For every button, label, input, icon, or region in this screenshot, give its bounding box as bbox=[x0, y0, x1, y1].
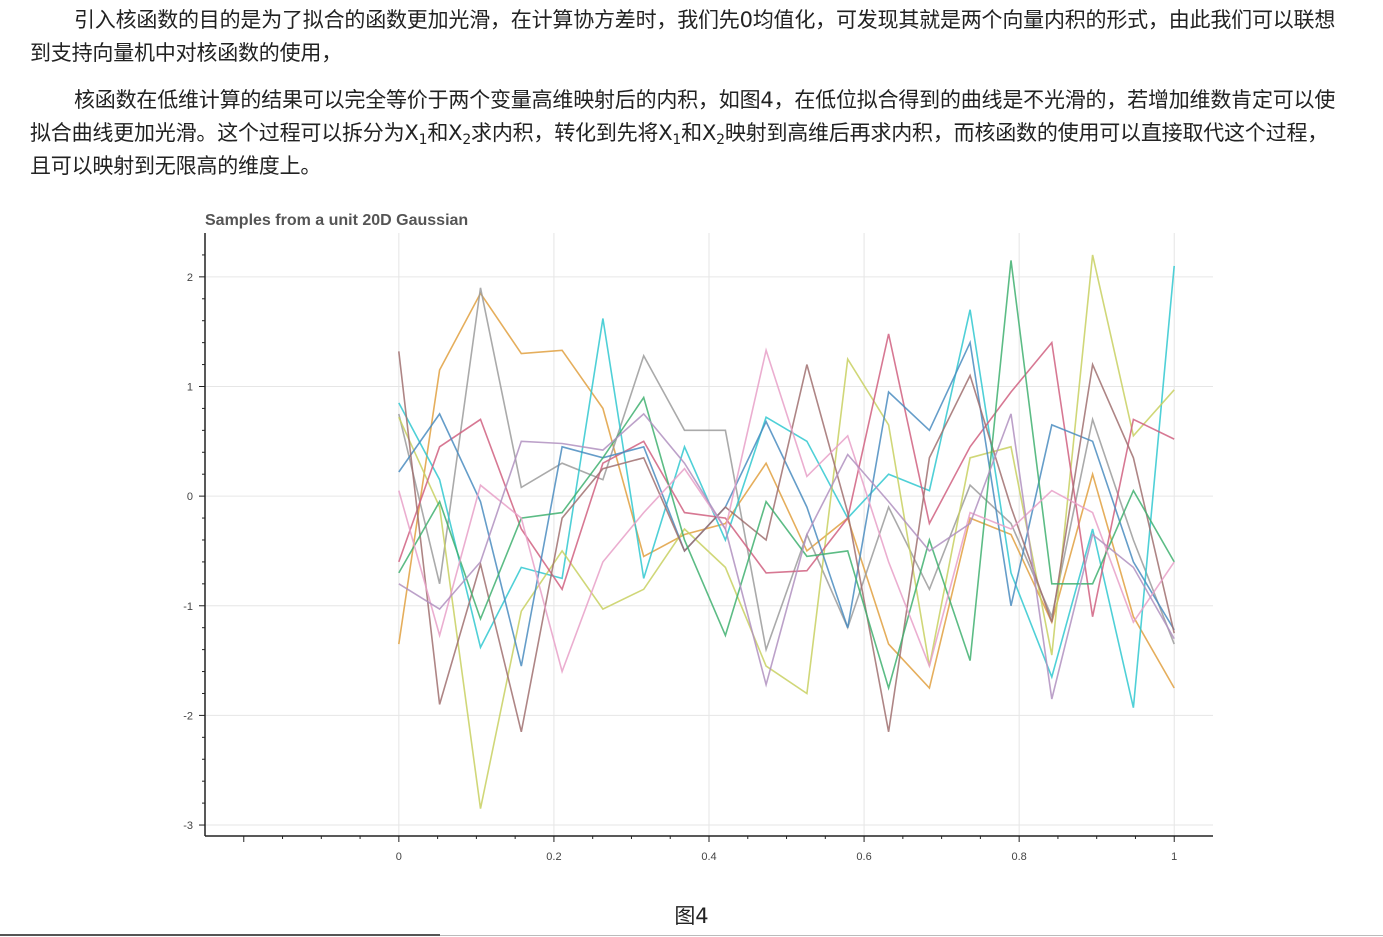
paragraph-2-text-b: 和X bbox=[427, 121, 463, 145]
x-tick-label: 0.4 bbox=[701, 851, 716, 863]
y-tick-label: 2 bbox=[187, 272, 193, 284]
y-tick-label: 0 bbox=[187, 491, 193, 503]
bottom-divider-light bbox=[440, 935, 1383, 936]
series-line-8 bbox=[398, 260, 1175, 691]
y-tick-label: -2 bbox=[183, 710, 193, 722]
paragraph-2-text-a: 核函数在低维计算的结果可以完全等价于两个变量高维映射后的内积，如图4，在低位拟合… bbox=[30, 88, 1336, 145]
x-tick-label: 1 bbox=[1171, 851, 1177, 863]
paragraph-2: 核函数在低维计算的结果可以完全等价于两个变量高维映射后的内积，如图4，在低位拟合… bbox=[30, 84, 1340, 183]
bottom-divider bbox=[0, 934, 440, 936]
series-line-6 bbox=[398, 339, 1175, 667]
series-line-9 bbox=[398, 347, 1175, 675]
y-tick-label: -3 bbox=[183, 820, 193, 832]
x-tick-label: 0.8 bbox=[1012, 851, 1027, 863]
paragraph-1-text: 引入核函数的目的是为了拟合的函数更加光滑，在计算协方差时，我们先0均值化，可发现… bbox=[30, 8, 1336, 65]
subscript-4: 2 bbox=[716, 132, 725, 148]
series-line-7 bbox=[398, 351, 1175, 732]
paragraph-1: 引入核函数的目的是为了拟合的函数更加光滑，在计算协方差时，我们先0均值化，可发现… bbox=[30, 4, 1340, 70]
y-tick-label: 1 bbox=[187, 381, 193, 393]
subscript-3: 1 bbox=[672, 132, 682, 148]
series-line-4 bbox=[398, 254, 1175, 809]
grid bbox=[205, 233, 1213, 836]
paragraph-2-text-c: 求内积，转化到先将X bbox=[471, 121, 673, 145]
axes: 0 0.2 0.4 0.6 0.8 1 2 1 0 -1 -2 -3 bbox=[183, 233, 1213, 863]
x-tick-label: 0.6 bbox=[856, 851, 871, 863]
y-tick-label: -1 bbox=[183, 601, 193, 613]
series-line-1 bbox=[398, 291, 1175, 690]
figure-caption: 图4 bbox=[674, 904, 709, 928]
figure-4: Samples from a unit 20D Gaussian 0 0.2 0.4… bbox=[168, 198, 1220, 876]
chart-title: Samples from a unit 20D Gaussian bbox=[205, 212, 468, 229]
x-tick-label: 0.2 bbox=[546, 851, 561, 863]
gaussian-samples-chart: Samples from a unit 20D Gaussian 0 0.2 0.4… bbox=[183, 212, 1213, 863]
series-lines bbox=[398, 254, 1175, 809]
series-line-3 bbox=[398, 265, 1175, 708]
x-tick-label: 0 bbox=[396, 851, 402, 863]
series-line-5 bbox=[398, 333, 1175, 617]
series-line-10 bbox=[398, 412, 1175, 700]
subscript-2: 2 bbox=[462, 132, 472, 148]
subscript-1: 1 bbox=[418, 132, 428, 148]
paragraph-2-text-d: 和X bbox=[681, 121, 717, 145]
paragraph-2-text-e: 映射到高维后再求内积，而核函数的使用可以直接取代这个过程，且可以映射到无限高的维… bbox=[30, 121, 1329, 178]
